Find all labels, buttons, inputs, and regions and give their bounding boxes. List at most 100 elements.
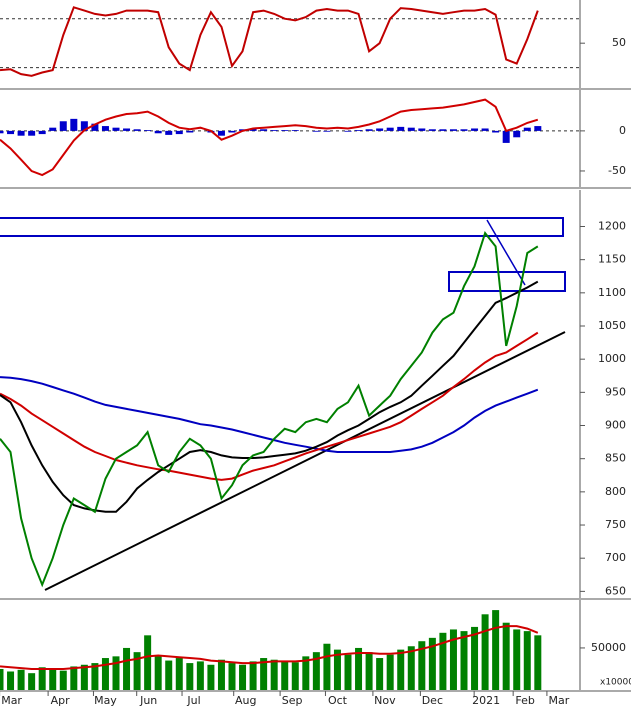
bar [523,127,531,131]
y-tick-label: 1000 [598,352,626,365]
y-tick-label: 1050 [598,319,626,332]
bar [502,622,510,690]
bar [186,663,194,690]
y-tick-label: 650 [605,584,626,597]
bar [281,661,289,690]
bar [217,659,225,690]
y-tick-label: 0 [619,124,626,137]
x-tick-label: Jul [186,694,200,707]
bar [186,130,194,133]
bar [0,130,4,134]
bar [123,128,131,131]
y-tick-label: 700 [605,551,626,564]
bar [407,127,415,131]
y-tick-label: 1150 [598,253,626,266]
bar [101,126,109,131]
bar [418,128,426,131]
bar [471,626,479,690]
bar [17,130,25,136]
bar [49,127,57,131]
bar [38,130,46,135]
bar [492,610,500,690]
x-tick-label: Nov [374,694,396,707]
bar [302,656,310,690]
bar [133,129,141,131]
y-unit-label: x10000 [600,678,631,688]
x-tick-label: Mar [1,694,22,707]
bar [323,643,331,690]
bar [449,629,457,690]
x-tick-label: Feb [515,694,534,707]
bar [123,647,131,690]
bar [249,661,257,690]
bar [144,130,152,131]
x-tick-label: Apr [51,694,71,707]
bar [291,130,299,131]
bar [38,667,46,690]
bar [249,128,257,131]
line [0,231,539,588]
bar [239,664,247,690]
line [0,6,539,77]
bar [513,629,521,690]
bar [228,130,236,133]
x-tick-label: Sep [282,694,303,707]
bar [260,129,268,131]
y-tick-label: 50 [612,36,626,49]
bar [133,652,141,690]
y-tick-label: 800 [605,485,626,498]
x-tick-label: Dec [422,694,443,707]
bar [534,126,542,131]
bar [323,130,331,132]
y-tick-label: 900 [605,419,626,432]
bar [333,649,341,690]
bar [101,658,109,690]
y-tick-label: 1100 [598,286,626,299]
bar [0,668,4,690]
bar [144,635,152,690]
line [0,625,539,670]
bar [386,127,394,131]
bar [154,656,162,690]
bar [428,637,436,690]
bar [291,662,299,690]
line [0,331,539,481]
bar [7,130,15,135]
bar [397,649,405,690]
bar [513,130,521,138]
y-tick-label: 50000 [591,641,626,654]
bar [17,669,25,690]
bar [439,632,447,690]
bar [365,129,373,131]
bar [365,652,373,690]
support-box [448,271,566,292]
bar [49,669,57,690]
x-tick-label: Jun [139,694,157,707]
y-tick-label: 1200 [598,219,626,232]
bar [481,614,489,690]
bar [80,121,88,131]
bar [376,658,384,690]
trend-line [44,331,566,591]
bar [344,654,352,690]
bar [260,658,268,690]
bar [112,127,120,131]
bar [460,129,468,131]
bar [492,130,500,133]
bar [355,130,363,131]
bar [270,130,278,131]
bar [228,663,236,690]
y-tick-label: 950 [605,385,626,398]
bar [386,654,394,690]
bar [112,656,120,690]
bar [481,128,489,131]
bar [312,130,320,132]
bar [217,130,225,136]
line [0,98,539,177]
bar [376,128,384,131]
bar [165,130,173,135]
bar [59,121,67,131]
down-trend-line [486,219,526,286]
